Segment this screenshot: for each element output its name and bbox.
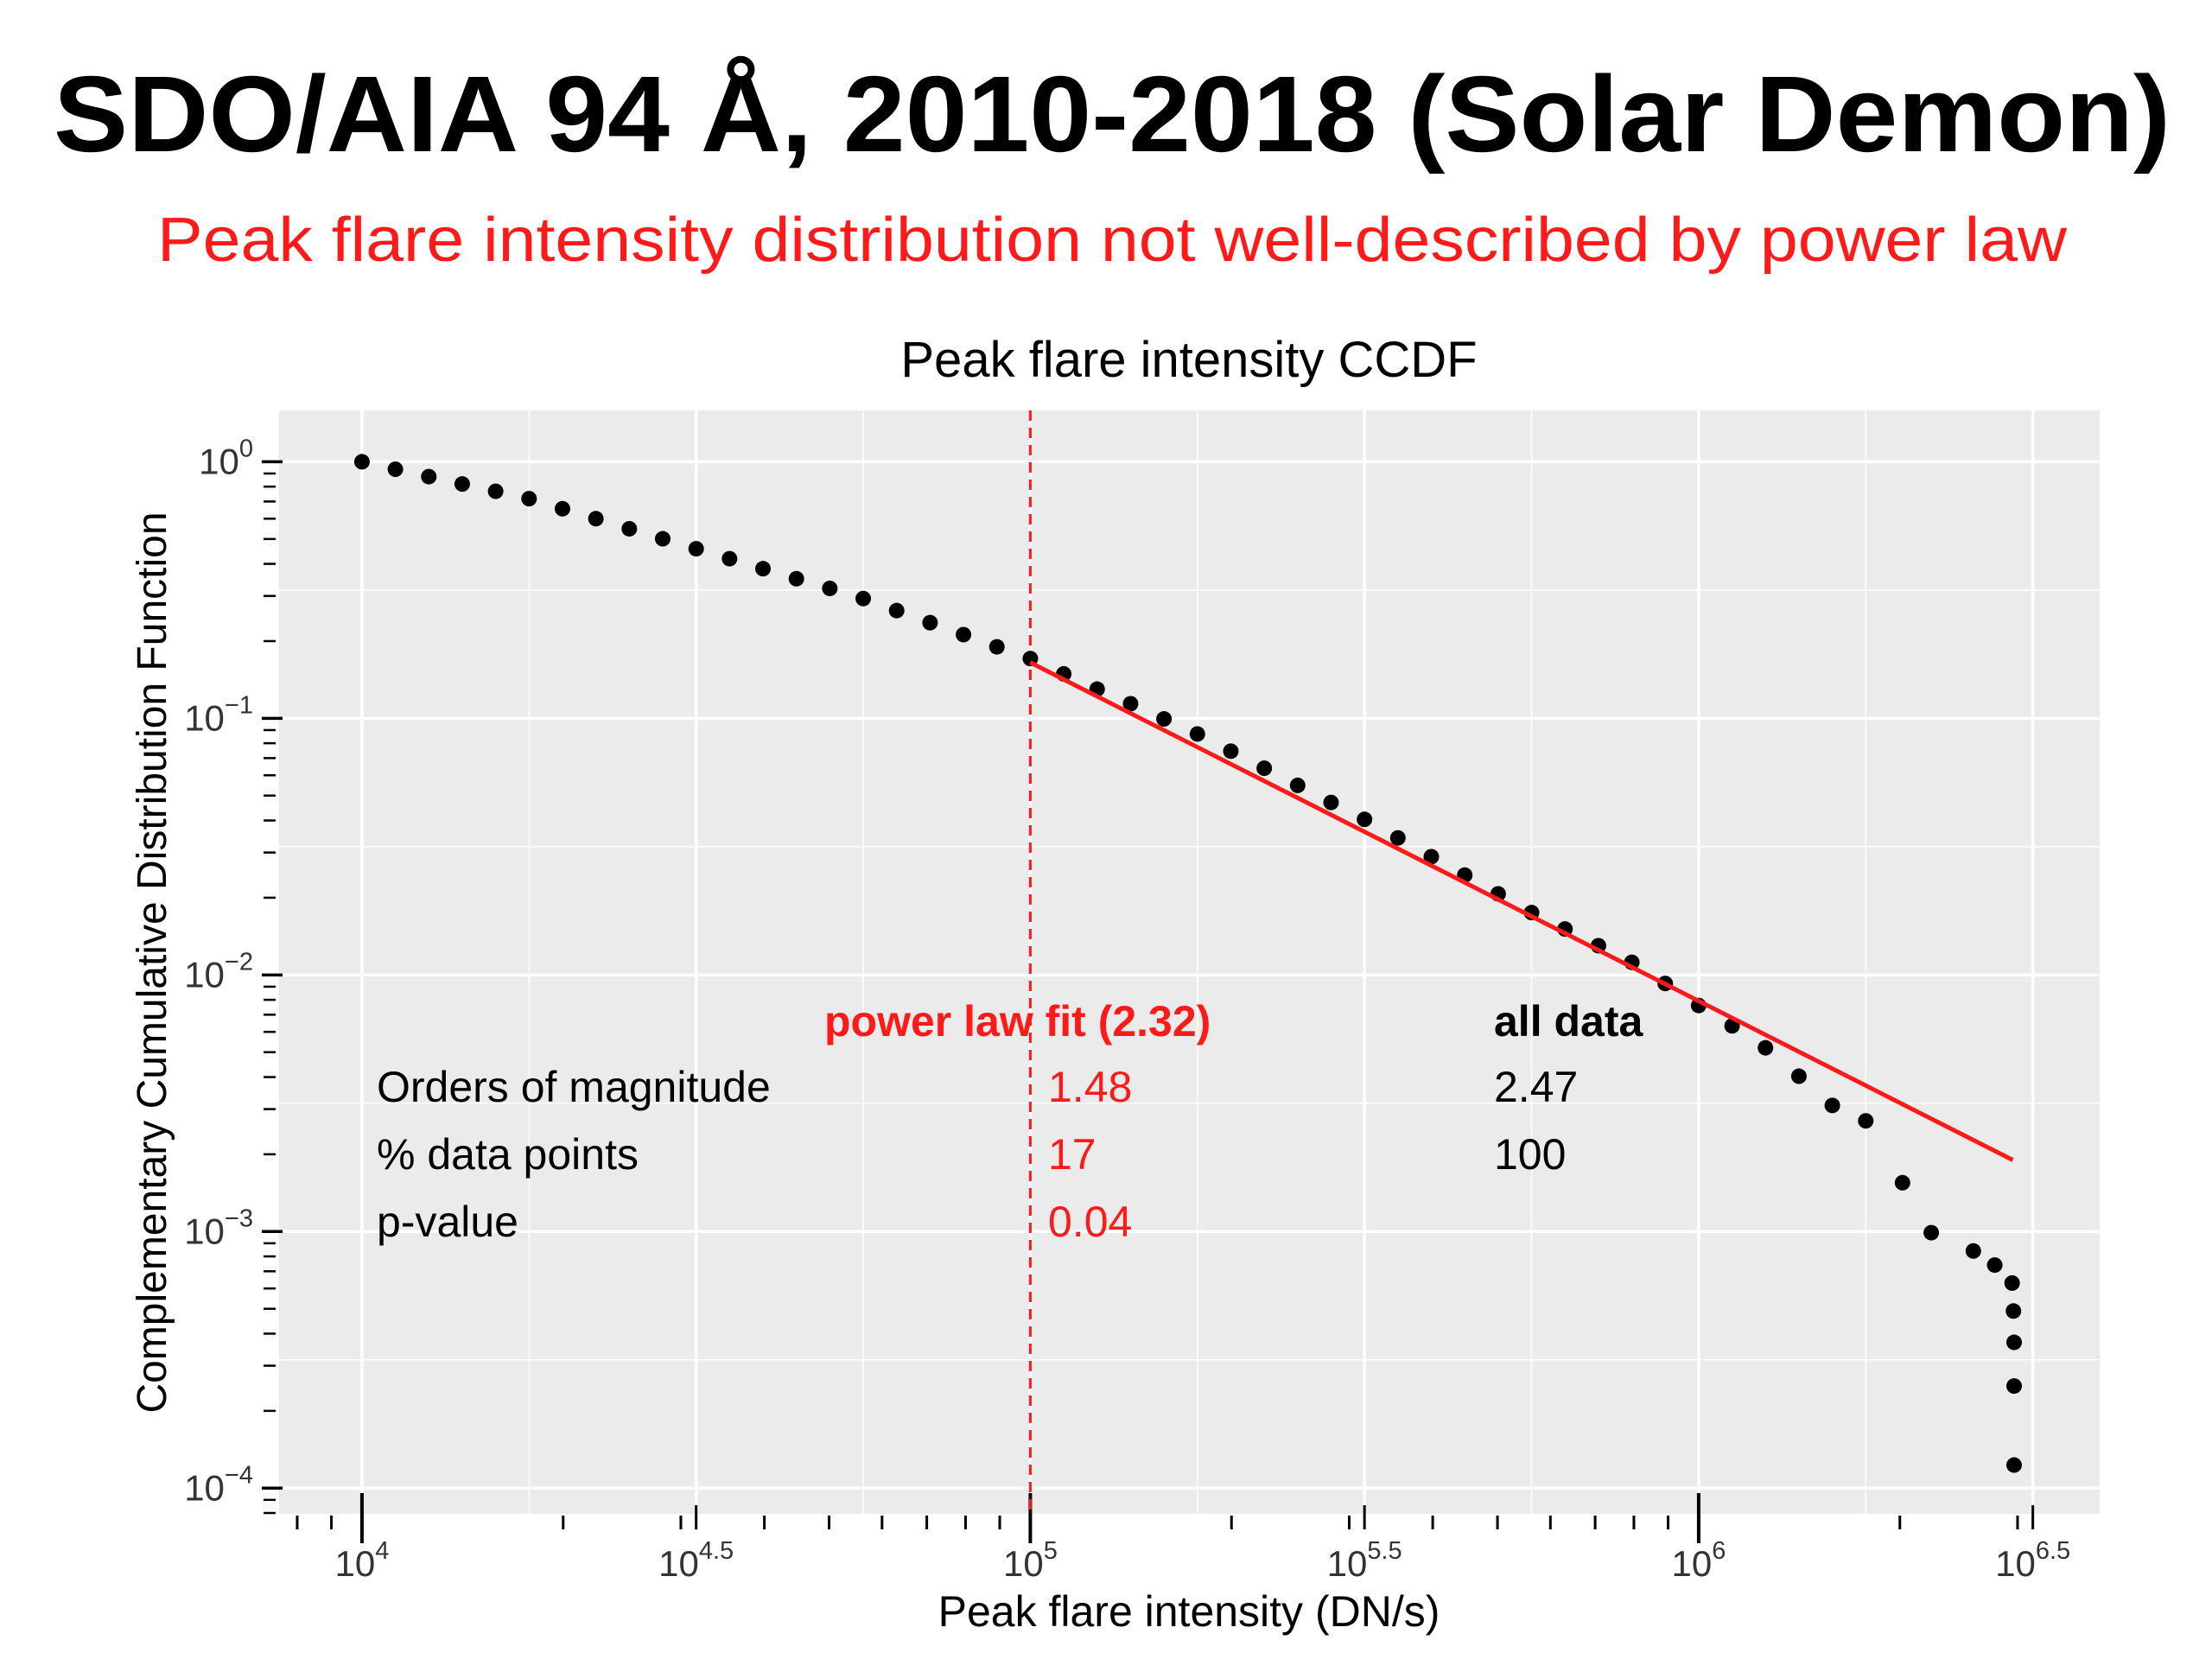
data-point	[1189, 726, 1205, 742]
x-tick-label-exponent: 5	[1044, 1537, 1058, 1565]
data-point	[688, 541, 704, 557]
data-point	[2004, 1274, 2020, 1291]
data-point	[1357, 811, 1373, 828]
table-header: power law fit (2.32)	[824, 997, 1211, 1046]
data-point	[988, 639, 1005, 655]
table-cell: 17	[1048, 1130, 1096, 1179]
x-tick-label-base: 10	[1995, 1543, 2036, 1584]
data-point	[1223, 743, 1239, 760]
chart-title: SDO/AIA 94 Å, 2010-2018 (Solar Demon)	[54, 54, 2171, 175]
x-tick-label-base: 10	[1003, 1543, 1044, 1584]
table-cell: 2.47	[1494, 1063, 1578, 1111]
x-tick-label: 105.5	[1327, 1537, 1402, 1584]
y-tick-label-exponent: −4	[225, 1461, 253, 1489]
x-tick-label-exponent: 5.5	[1367, 1537, 1402, 1565]
x-tick-label: 106	[1671, 1537, 1726, 1584]
x-tick-label-base: 10	[1671, 1543, 1712, 1584]
data-point	[1986, 1257, 2003, 1274]
data-point	[822, 580, 838, 596]
data-point	[654, 531, 671, 547]
y-tick-label-base: 10	[199, 441, 239, 481]
x-tick-label-base: 10	[334, 1543, 375, 1584]
data-point	[1256, 760, 1273, 777]
x-tick-label-exponent: 4	[375, 1537, 389, 1565]
data-point	[1758, 1039, 1774, 1056]
data-point	[521, 491, 537, 507]
x-tick-label-exponent: 6	[1712, 1537, 1726, 1565]
data-point	[454, 476, 470, 493]
y-tick-label-exponent: −1	[225, 691, 253, 719]
data-point	[588, 511, 604, 527]
data-point	[1323, 794, 1339, 810]
x-tick-label-exponent: 6.5	[2036, 1537, 2070, 1565]
data-point	[1156, 711, 1173, 728]
table-cell: 1.48	[1048, 1063, 1132, 1111]
y-tick-label: 100	[199, 435, 253, 481]
data-point	[1858, 1113, 1874, 1129]
data-point	[487, 483, 504, 499]
data-point	[922, 614, 938, 631]
y-tick-label: 10−1	[184, 691, 253, 738]
plot-title: Peak flare intensity CCDF	[900, 332, 1477, 388]
table-cell: 100	[1494, 1130, 1566, 1179]
data-point	[1965, 1243, 1981, 1259]
data-point	[1423, 849, 1440, 865]
data-point	[855, 590, 872, 607]
x-tick-label-base: 10	[1327, 1543, 1368, 1584]
data-point	[1824, 1097, 1840, 1114]
plot-panel	[279, 410, 2100, 1514]
x-tick-label: 104	[334, 1537, 389, 1584]
table-row-label: % data points	[377, 1130, 639, 1179]
x-axis-label: Peak flare intensity (DN/s)	[938, 1587, 1440, 1636]
x-tick-label-base: 10	[658, 1543, 699, 1584]
y-tick-label-exponent: −2	[225, 948, 253, 976]
data-point	[1122, 696, 1139, 712]
y-tick-label-exponent: −3	[225, 1205, 253, 1232]
y-tick-label: 10−4	[184, 1461, 253, 1508]
data-point	[2005, 1457, 2022, 1473]
y-tick-label-exponent: 0	[239, 435, 253, 462]
data-point	[888, 602, 905, 619]
fit-line	[1029, 660, 2014, 1162]
x-tick-label-exponent: 4.5	[699, 1537, 734, 1565]
data-point	[788, 570, 804, 587]
data-point	[755, 561, 772, 577]
x-tick-label: 104.5	[658, 1537, 734, 1584]
data-point	[554, 500, 570, 517]
table-header: all data	[1494, 997, 1643, 1046]
data-point	[1389, 830, 1406, 846]
y-axis-label: Complementary Cumulative Distribution Fu…	[130, 512, 175, 1413]
data-point	[956, 626, 972, 643]
chart-subtitle: Peak flare intensity distribution not we…	[157, 206, 2068, 275]
y-tick-label: 10−3	[184, 1205, 253, 1251]
y-tick-label-base: 10	[184, 1467, 225, 1508]
data-point	[1790, 1068, 1807, 1084]
y-tick-label: 10−2	[184, 948, 253, 995]
data-point	[387, 461, 404, 478]
table-row-label: Orders of magnitude	[377, 1063, 771, 1111]
x-tick-label: 106.5	[1995, 1537, 2070, 1584]
y-tick-label-base: 10	[184, 954, 225, 995]
data-point	[1923, 1224, 1940, 1241]
data-point	[2005, 1303, 2022, 1319]
table-row-label: p-value	[377, 1198, 518, 1246]
data-point	[2005, 1334, 2022, 1351]
data-point	[721, 550, 738, 567]
data-point	[1289, 777, 1306, 793]
data-point	[2005, 1378, 2022, 1395]
data-point	[621, 520, 638, 537]
data-point	[353, 454, 370, 470]
table-cell: 0.04	[1048, 1198, 1132, 1246]
data-point	[1894, 1174, 1910, 1191]
y-tick-label-base: 10	[184, 1211, 225, 1251]
data-point	[421, 468, 437, 485]
y-tick-label-base: 10	[184, 697, 225, 738]
x-tick-label: 105	[1003, 1537, 1058, 1584]
